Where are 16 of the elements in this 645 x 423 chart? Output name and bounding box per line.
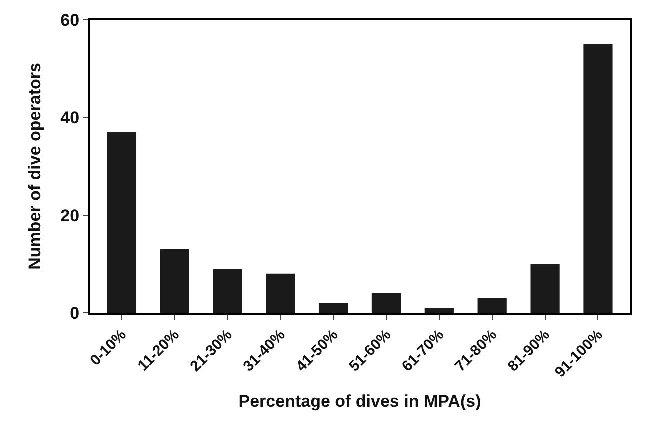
bar (107, 132, 136, 313)
y-tick-label: 60 (60, 10, 80, 30)
y-tick-label: 0 (70, 304, 80, 323)
bar (530, 264, 560, 313)
bar (318, 303, 348, 313)
bar (372, 293, 402, 313)
x-axis-title: Percentage of dives in MPA(s) (238, 392, 482, 411)
y-axis-title: Number of dive operators (26, 63, 45, 270)
bar (478, 298, 507, 313)
bar (266, 274, 296, 313)
bar (584, 44, 613, 313)
y-tick-label: 20 (60, 206, 80, 226)
bar (160, 250, 190, 313)
bar (213, 269, 242, 313)
y-tick-label: 40 (60, 108, 80, 128)
bar (424, 308, 454, 313)
